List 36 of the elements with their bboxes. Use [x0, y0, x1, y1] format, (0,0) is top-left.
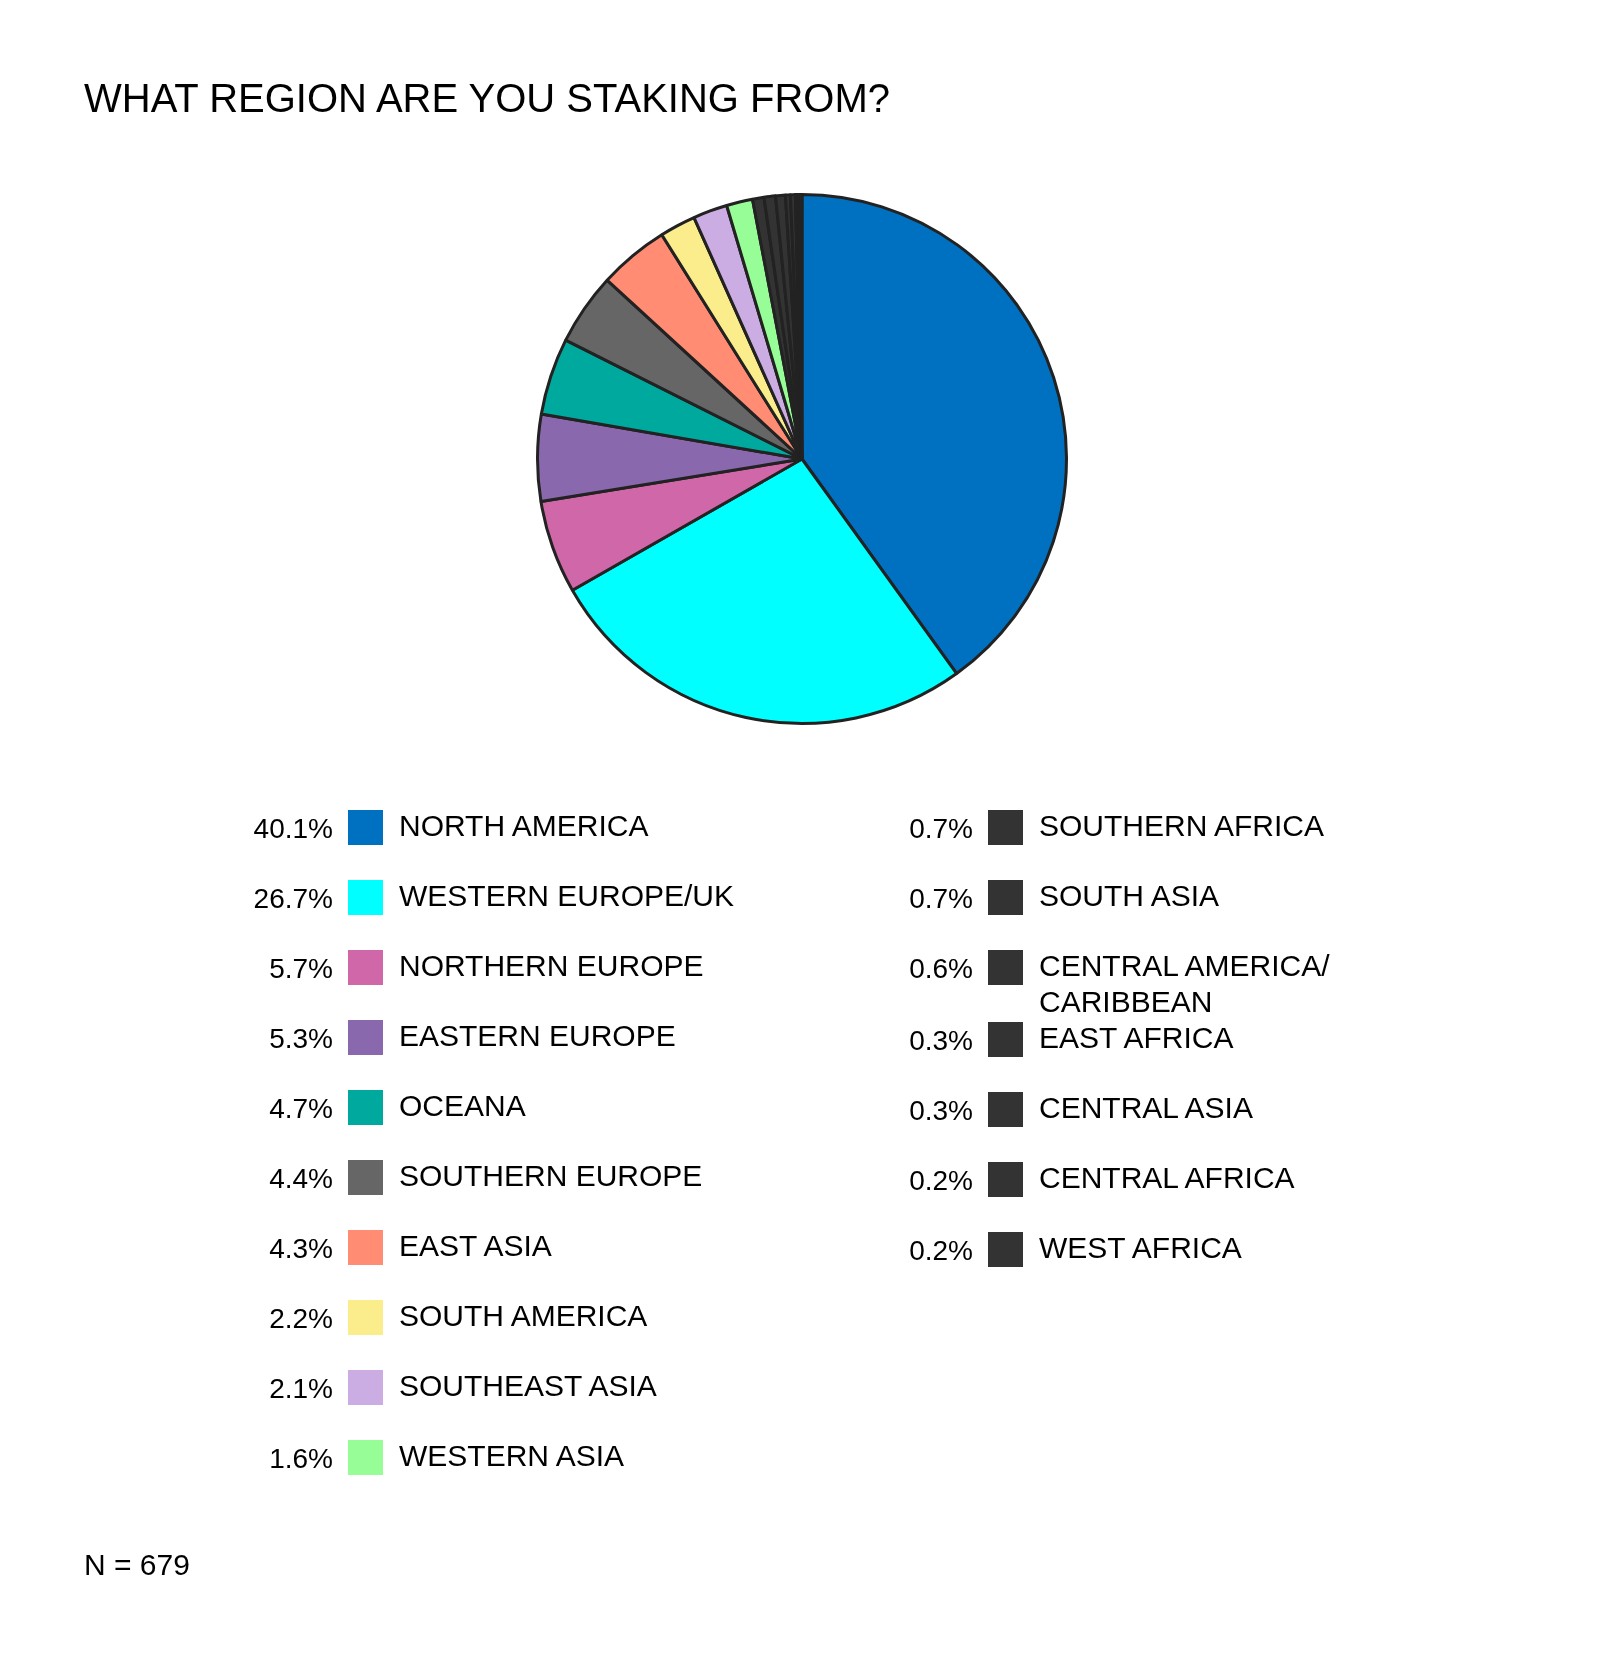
legend-label: CENTRAL AMERICA/ CARIBBEAN	[1039, 948, 1331, 1020]
legend-label: SOUTHERN EUROPE	[399, 1158, 704, 1194]
data-label: 1.6%	[268, 1443, 333, 1475]
legend-label: SOUTH AMERICA	[399, 1298, 649, 1334]
legend-label: OCEANA	[399, 1088, 527, 1124]
data-label: 0.2%	[908, 1165, 973, 1197]
data-label: 4.4%	[268, 1163, 333, 1195]
data-label: 4.3%	[268, 1233, 333, 1265]
legend-label: NORTH AMERICA	[399, 808, 650, 844]
data-label: 4.7%	[268, 1093, 333, 1125]
data-label: 26.7%	[252, 883, 333, 915]
legend-label: EAST AFRICA	[1039, 1020, 1235, 1056]
data-label: 40.1%	[252, 813, 333, 845]
legend-label: SOUTH ASIA	[1039, 878, 1221, 914]
data-label: 0.3%	[908, 1025, 973, 1057]
legend-label: WESTERN ASIA	[399, 1438, 626, 1474]
data-label: 5.7%	[268, 953, 333, 985]
legend-label: SOUTHERN AFRICA	[1039, 808, 1326, 844]
legend-label: CENTRAL AFRICA	[1039, 1160, 1296, 1196]
legend-label: NORTHERN EUROPE	[399, 948, 705, 984]
legend-label: EASTERN EUROPE	[399, 1018, 677, 1054]
legend-label: WESTERN EUROPE/UK	[399, 878, 736, 914]
data-label: 0.7%	[908, 813, 973, 845]
legend-label: WEST AFRICA	[1039, 1230, 1243, 1266]
data-label: 0.3%	[908, 1095, 973, 1127]
legend-label: EAST ASIA	[399, 1228, 553, 1264]
data-label: 2.1%	[268, 1373, 333, 1405]
text: N = 679	[84, 1548, 190, 1582]
chart-title: WHAT REGION ARE YOU STAKING FROM?	[84, 76, 891, 121]
data-label: 0.2%	[908, 1235, 973, 1267]
legend-label: CENTRAL ASIA	[1039, 1090, 1254, 1126]
data-label: 0.6%	[908, 953, 973, 985]
data-label: 2.2%	[268, 1303, 333, 1335]
legend-label: SOUTHEAST ASIA	[399, 1368, 658, 1404]
data-label: 0.7%	[908, 883, 973, 915]
data-label: 5.3%	[268, 1023, 333, 1055]
